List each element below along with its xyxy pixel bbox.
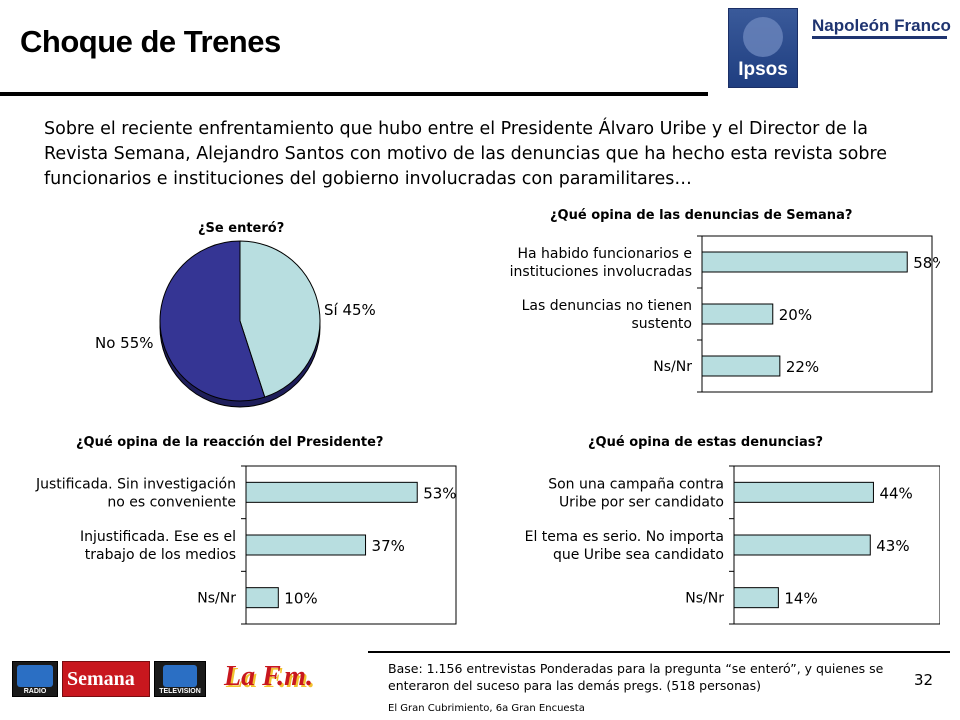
lafm-logo: La F.m.	[222, 661, 314, 697]
bar-value-label-2: 10%	[284, 590, 317, 608]
category-label-0-1: Uribe por ser candidato	[559, 494, 724, 510]
category-label-1-1: trabajo de los medios	[85, 547, 236, 563]
bar-chart-reaccion-presidente: 53% Justificada. Sin investigación no es c…	[35, 465, 457, 625]
bar-value-label-1: 20%	[779, 306, 812, 324]
ipsos-logo: Ipsos	[728, 8, 798, 88]
category-label-2-0: Ns/Nr	[197, 591, 236, 607]
category-label-0-0: Son una campaña contra	[548, 476, 724, 492]
ipsos-head-graphic	[743, 17, 783, 57]
rcn-radio-caption: RADIO	[23, 688, 47, 695]
bar-value-label-0: 53%	[423, 484, 456, 502]
survey-name: El Gran Cubrimiento, 6a Gran Encuesta	[388, 703, 585, 714]
lafm-logo-text: La F.m.	[224, 661, 313, 692]
pie-slice-s-0	[239, 240, 321, 398]
bar-value-label-1: 37%	[372, 537, 405, 555]
page-title: Choque de Trenes	[20, 24, 281, 59]
bar-2	[733, 587, 779, 609]
pie-label-no: No 55%	[95, 334, 154, 352]
bar-value-label-2: 14%	[784, 590, 817, 608]
rcn-radio-logo: RADIO	[12, 661, 58, 697]
bar-value-label-0: 58%	[913, 254, 940, 272]
footer-divider	[368, 651, 950, 653]
category-label-1-0: Injustificada. Ese es el	[80, 529, 236, 545]
category-label-0-1: instituciones involucradas	[510, 264, 692, 280]
category-label-0-0: Justificada. Sin investigación	[35, 476, 236, 492]
base-note: Base: 1.156 entrevistas Ponderadas para …	[388, 661, 884, 693]
bar-2	[245, 587, 279, 609]
pie-chart	[159, 240, 321, 408]
bar-chart-3-title: ¿Qué opina de estas denuncias?	[588, 435, 823, 450]
page-number: 32	[914, 671, 934, 689]
bar-value-label-1: 43%	[876, 537, 909, 555]
category-label-1-1: que Uribe sea candidato	[553, 547, 724, 563]
napoleon-franco-underline	[812, 36, 947, 39]
intro-text: Sobre el reciente enfrentamiento que hub…	[44, 119, 888, 189]
rcn-tv-logo: TELEVISION	[154, 661, 206, 697]
category-label-0-1: no es conveniente	[107, 494, 236, 510]
bar-1	[245, 534, 367, 556]
ipsos-logo-text: Ipsos	[738, 59, 788, 80]
bar-1	[701, 303, 774, 325]
napoleon-franco-logo: Napoleón Franco	[812, 16, 951, 35]
bar-0	[245, 481, 418, 503]
bar-0	[733, 481, 874, 503]
rcn-tv-caption: TELEVISION	[159, 688, 201, 695]
pie-label-si: Sí 45%	[324, 301, 376, 319]
bar-0	[701, 251, 908, 273]
bar-chart-2-title: ¿Qué opina de la reacción del Presidente…	[76, 435, 384, 450]
category-label-1-1: sustento	[632, 316, 693, 332]
category-label-0-0: Ha habido funcionarios e	[517, 246, 692, 262]
semana-logo-text: Semana	[67, 668, 135, 690]
bar-chart-denuncias-semana: 58% Ha habido funcionarios e instituciones…	[510, 235, 940, 393]
category-label-1-0: Las denuncias no tienen	[522, 298, 692, 314]
bar-1	[733, 534, 871, 556]
pie-slice-no-1	[159, 240, 266, 402]
semana-logo: Semana	[62, 661, 150, 697]
bar-chart-1-title: ¿Qué opina de las denuncias de Semana?	[550, 208, 853, 223]
pie-chart-title: ¿Se enteró?	[198, 221, 285, 236]
category-label-1-0: El tema es serio. No importa	[525, 529, 724, 545]
title-divider	[0, 92, 708, 96]
category-label-2-0: Ns/Nr	[653, 359, 692, 375]
rcn-tv-emblem	[163, 665, 197, 687]
bar-2	[701, 355, 781, 377]
bar-chart-estas-denuncias: 44% Son una campaña contra Uribe por ser c…	[525, 465, 940, 625]
category-label-2-0: Ns/Nr	[685, 591, 724, 607]
rcn-radio-emblem	[17, 665, 53, 687]
bar-value-label-2: 22%	[786, 358, 819, 376]
bar-value-label-0: 44%	[879, 484, 912, 502]
